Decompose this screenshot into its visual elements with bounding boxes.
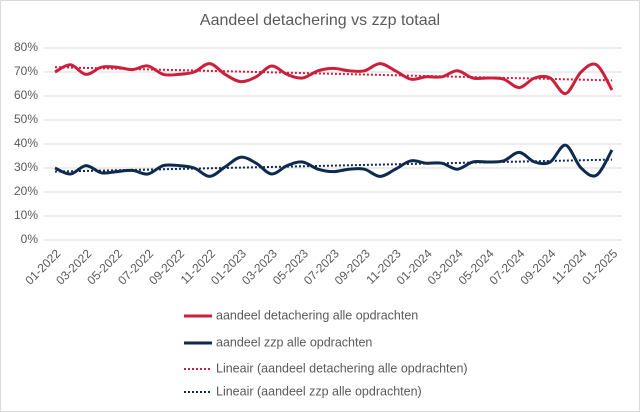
y-tick-label: 10% (14, 208, 38, 222)
y-tick-label: 30% (14, 160, 38, 174)
chart-title: Aandeel detachering vs zzp totaal (200, 12, 440, 29)
y-tick-label: 40% (14, 136, 38, 150)
legend-label: aandeel zzp alle opdrachten (216, 335, 372, 349)
series-line (54, 62, 614, 96)
y-tick-label: 0% (21, 232, 39, 246)
y-tick-label: 80% (14, 40, 38, 54)
trendline (54, 66, 613, 82)
y-tick-label: 50% (14, 112, 38, 126)
y-tick-label: 60% (14, 88, 38, 102)
legend-label: aandeel detachering alle opdrachten (216, 308, 418, 322)
trendline (54, 158, 613, 173)
legend-label: Lineair (aandeel zzp alle opdrachten) (216, 384, 422, 398)
y-tick-label: 20% (14, 184, 38, 198)
series-line (54, 143, 614, 178)
legend-label: Lineair (aandeel detachering alle opdrac… (216, 361, 468, 375)
y-tick-label: 70% (14, 64, 38, 78)
